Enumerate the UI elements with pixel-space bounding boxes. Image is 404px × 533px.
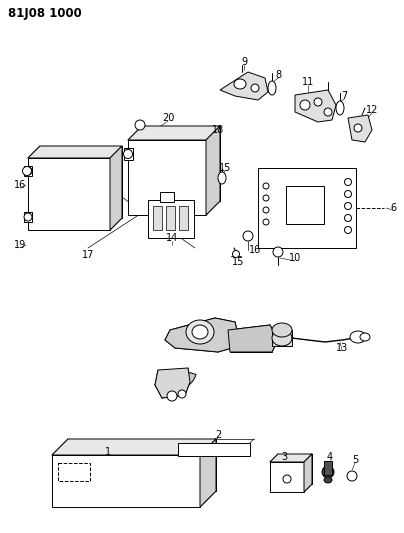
- Ellipse shape: [354, 124, 362, 132]
- Ellipse shape: [268, 81, 276, 95]
- Ellipse shape: [272, 330, 292, 346]
- Ellipse shape: [232, 251, 240, 257]
- Ellipse shape: [234, 79, 246, 89]
- Bar: [166, 206, 175, 230]
- Bar: [179, 206, 188, 230]
- Text: 19: 19: [14, 240, 26, 250]
- Ellipse shape: [167, 391, 177, 401]
- Ellipse shape: [345, 190, 351, 198]
- Polygon shape: [220, 72, 268, 100]
- Bar: [28, 158, 110, 230]
- Ellipse shape: [273, 247, 283, 257]
- Bar: [160, 192, 174, 202]
- Text: 16: 16: [14, 180, 26, 190]
- Text: 15: 15: [232, 257, 244, 267]
- Ellipse shape: [263, 219, 269, 225]
- Ellipse shape: [336, 101, 344, 115]
- Bar: [324, 461, 332, 475]
- Text: 6: 6: [390, 203, 396, 213]
- Bar: [58, 463, 90, 481]
- Ellipse shape: [300, 100, 310, 110]
- Ellipse shape: [324, 477, 332, 483]
- Bar: [286, 186, 324, 224]
- Ellipse shape: [186, 320, 214, 344]
- Ellipse shape: [314, 98, 322, 106]
- Ellipse shape: [345, 179, 351, 185]
- Polygon shape: [175, 372, 196, 390]
- Polygon shape: [295, 90, 336, 122]
- Polygon shape: [348, 115, 372, 142]
- Text: 3: 3: [281, 452, 287, 462]
- Bar: [272, 330, 292, 346]
- Text: 8: 8: [275, 70, 281, 80]
- Ellipse shape: [263, 183, 269, 189]
- Polygon shape: [28, 146, 122, 158]
- Ellipse shape: [243, 231, 253, 241]
- Text: 14: 14: [166, 233, 178, 243]
- Bar: [153, 206, 162, 230]
- Ellipse shape: [322, 466, 334, 478]
- Ellipse shape: [251, 84, 259, 92]
- Polygon shape: [228, 325, 278, 352]
- Polygon shape: [155, 368, 190, 398]
- Polygon shape: [206, 126, 220, 215]
- Polygon shape: [128, 126, 220, 140]
- Ellipse shape: [135, 120, 145, 130]
- Ellipse shape: [360, 333, 370, 341]
- Polygon shape: [110, 146, 122, 230]
- Text: 16: 16: [249, 245, 261, 255]
- Polygon shape: [24, 212, 32, 222]
- Ellipse shape: [350, 331, 366, 343]
- Ellipse shape: [24, 167, 32, 175]
- Ellipse shape: [124, 149, 133, 158]
- Text: 2: 2: [215, 430, 221, 440]
- Ellipse shape: [23, 166, 32, 175]
- Ellipse shape: [263, 195, 269, 201]
- Ellipse shape: [324, 108, 332, 116]
- Ellipse shape: [263, 207, 269, 213]
- Ellipse shape: [178, 390, 186, 398]
- Text: 81J08 1000: 81J08 1000: [8, 6, 82, 20]
- Ellipse shape: [24, 213, 32, 221]
- Bar: [128, 140, 206, 215]
- Text: 7: 7: [341, 91, 347, 101]
- Polygon shape: [200, 439, 216, 507]
- Text: 17: 17: [82, 250, 94, 260]
- Text: 13: 13: [336, 343, 348, 353]
- Polygon shape: [24, 166, 32, 176]
- Polygon shape: [304, 454, 312, 492]
- Bar: [270, 462, 304, 492]
- Polygon shape: [165, 318, 238, 352]
- Ellipse shape: [218, 172, 226, 184]
- Ellipse shape: [345, 227, 351, 233]
- Ellipse shape: [192, 325, 208, 339]
- Polygon shape: [270, 454, 312, 462]
- Ellipse shape: [283, 475, 291, 483]
- Text: 10: 10: [289, 253, 301, 263]
- Text: 18: 18: [212, 125, 224, 135]
- Text: 5: 5: [352, 455, 358, 465]
- Bar: [148, 200, 194, 238]
- Polygon shape: [52, 439, 216, 455]
- Ellipse shape: [272, 323, 292, 337]
- Text: 15: 15: [219, 163, 231, 173]
- Text: 1: 1: [105, 447, 111, 457]
- Polygon shape: [124, 148, 133, 160]
- Bar: [258, 168, 356, 248]
- Ellipse shape: [347, 471, 357, 481]
- Ellipse shape: [345, 214, 351, 222]
- Bar: [178, 443, 250, 456]
- Text: 9: 9: [241, 57, 247, 67]
- Text: 4: 4: [327, 452, 333, 462]
- Text: 20: 20: [162, 113, 174, 123]
- Text: 12: 12: [366, 105, 378, 115]
- Bar: [52, 455, 200, 507]
- Text: 11: 11: [302, 77, 314, 87]
- Ellipse shape: [345, 203, 351, 209]
